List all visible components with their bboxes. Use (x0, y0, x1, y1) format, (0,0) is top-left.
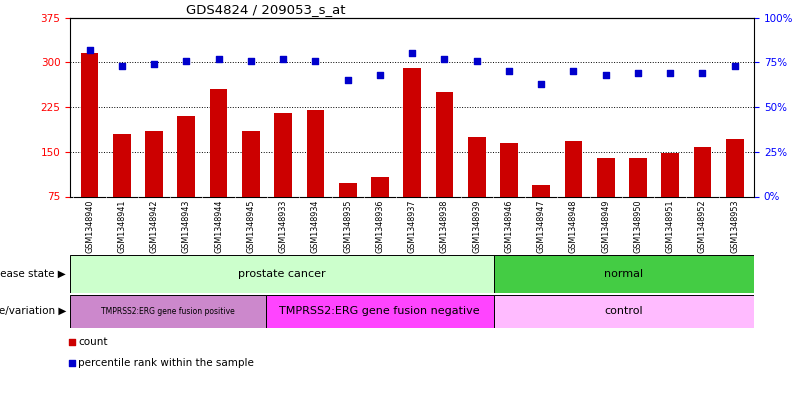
Text: TMPRSS2:ERG gene fusion negative: TMPRSS2:ERG gene fusion negative (279, 307, 480, 316)
Bar (494, 255, 754, 293)
Point (696, 70, 709, 76)
Point (567, 68, 580, 74)
Text: GSM1348943: GSM1348943 (182, 199, 191, 253)
Text: GSM1348933: GSM1348933 (279, 199, 287, 253)
Bar (500, 143, 518, 196)
Text: GSM1348945: GSM1348945 (247, 199, 255, 253)
Point (244, 57, 257, 64)
Bar (210, 89, 227, 196)
Bar (494, 295, 754, 328)
Text: GSM1348951: GSM1348951 (666, 199, 675, 253)
Bar (532, 185, 550, 196)
Text: GSM1348953: GSM1348953 (730, 199, 739, 253)
Bar (242, 131, 259, 196)
Text: GSM1348952: GSM1348952 (698, 199, 707, 253)
Text: GSM1348938: GSM1348938 (440, 199, 449, 253)
Text: count: count (78, 337, 108, 347)
Text: GSM1348935: GSM1348935 (343, 199, 352, 253)
Text: GSM1348941: GSM1348941 (117, 199, 126, 253)
Text: GSM1348947: GSM1348947 (537, 199, 546, 253)
Point (405, 50, 418, 57)
Point (664, 70, 677, 76)
Text: GSM1348939: GSM1348939 (472, 199, 481, 253)
Text: GSM1348948: GSM1348948 (569, 199, 578, 253)
Point (309, 57, 322, 64)
Point (373, 72, 386, 78)
Bar (339, 184, 357, 196)
Text: disease state ▶: disease state ▶ (0, 269, 66, 279)
Point (438, 56, 451, 62)
Text: GSM1348937: GSM1348937 (408, 199, 417, 253)
Text: GSM1348944: GSM1348944 (214, 199, 223, 253)
Point (342, 77, 354, 83)
Bar (145, 131, 163, 196)
Point (116, 63, 128, 69)
Bar (177, 116, 196, 196)
Bar (629, 158, 647, 196)
Point (83, 47, 96, 53)
Point (503, 68, 516, 74)
Bar (113, 134, 131, 196)
Text: normal: normal (604, 269, 643, 279)
Bar (693, 147, 711, 196)
Text: GSM1348936: GSM1348936 (375, 199, 385, 253)
Bar (662, 153, 679, 196)
Bar (468, 137, 485, 196)
Bar (371, 177, 389, 196)
Point (277, 56, 290, 62)
Point (599, 72, 612, 78)
Point (535, 81, 547, 87)
Bar (81, 53, 98, 196)
Point (65, 339, 78, 345)
Bar (726, 139, 744, 196)
Text: GSM1348934: GSM1348934 (311, 199, 320, 253)
Bar (306, 110, 324, 196)
Bar (565, 141, 583, 196)
Text: GSM1348949: GSM1348949 (601, 199, 610, 253)
Text: percentile rank within the sample: percentile rank within the sample (78, 358, 254, 368)
Point (65, 360, 78, 366)
Text: prostate cancer: prostate cancer (238, 269, 326, 279)
Text: TMPRSS2:ERG gene fusion positive: TMPRSS2:ERG gene fusion positive (101, 307, 235, 316)
Bar (266, 295, 494, 328)
Text: GSM1348942: GSM1348942 (149, 199, 159, 253)
Point (180, 57, 193, 64)
Bar (403, 68, 421, 196)
Point (631, 70, 644, 76)
Text: genotype/variation ▶: genotype/variation ▶ (0, 307, 66, 316)
Text: GDS4824 / 209053_s_at: GDS4824 / 209053_s_at (187, 4, 346, 17)
Bar (436, 92, 453, 196)
Text: GSM1348950: GSM1348950 (634, 199, 642, 253)
Text: GSM1348940: GSM1348940 (85, 199, 94, 253)
Point (212, 56, 225, 62)
Bar (597, 158, 614, 196)
Bar (70, 295, 266, 328)
Text: control: control (605, 307, 643, 316)
Point (470, 57, 483, 64)
Bar (70, 255, 494, 293)
Point (729, 63, 741, 69)
Bar (275, 113, 292, 196)
Point (148, 61, 160, 67)
Text: GSM1348946: GSM1348946 (504, 199, 513, 253)
